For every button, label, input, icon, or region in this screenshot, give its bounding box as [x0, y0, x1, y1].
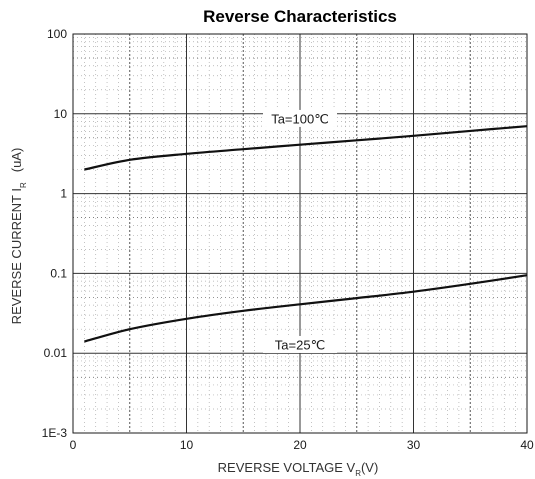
y-tick-label: 10 [54, 107, 68, 121]
minor-grid [73, 34, 527, 433]
series-line-1 [84, 274, 528, 343]
y-axis-label: REVERSE CURRENT IR(uA) [9, 148, 28, 325]
y-tick-label: 1 [60, 187, 67, 201]
chart-title: Reverse Characteristics [203, 7, 397, 26]
y-axis-unit: (uA) [9, 148, 24, 173]
series-label-1: Ta=25℃ [275, 337, 325, 352]
y-tick-label: 100 [47, 27, 67, 41]
y-tick-label: 0.1 [50, 266, 67, 280]
series-annotation-0: Ta=100℃ [263, 109, 337, 127]
x-axis-label: REVERSE VOLTAGE VR(V) [218, 460, 379, 478]
series-label-0: Ta=100℃ [271, 111, 329, 126]
plot-frame [72, 33, 528, 434]
major-grid [73, 34, 527, 433]
series-line-0 [84, 125, 528, 171]
series-annotations: Ta=100℃ Ta=25℃ [263, 109, 337, 353]
x-tick-label: 10 [180, 438, 194, 452]
y-tick-label: 0.01 [44, 346, 68, 360]
series-lines [84, 125, 528, 343]
y-tick-label: 1E-3 [42, 426, 68, 440]
x-tick-label: 20 [293, 438, 307, 452]
y-tick-labels: 100 10 1 0.1 0.01 1E-3 [42, 27, 68, 440]
annotation-background [263, 109, 337, 127]
annotation-background [263, 335, 337, 353]
series-annotation-1: Ta=25℃ [263, 335, 337, 353]
x-tick-label: 40 [520, 438, 534, 452]
x-tick-labels: 0 10 20 30 40 [70, 438, 534, 452]
x-tick-label: 0 [70, 438, 77, 452]
x-tick-label: 30 [407, 438, 421, 452]
